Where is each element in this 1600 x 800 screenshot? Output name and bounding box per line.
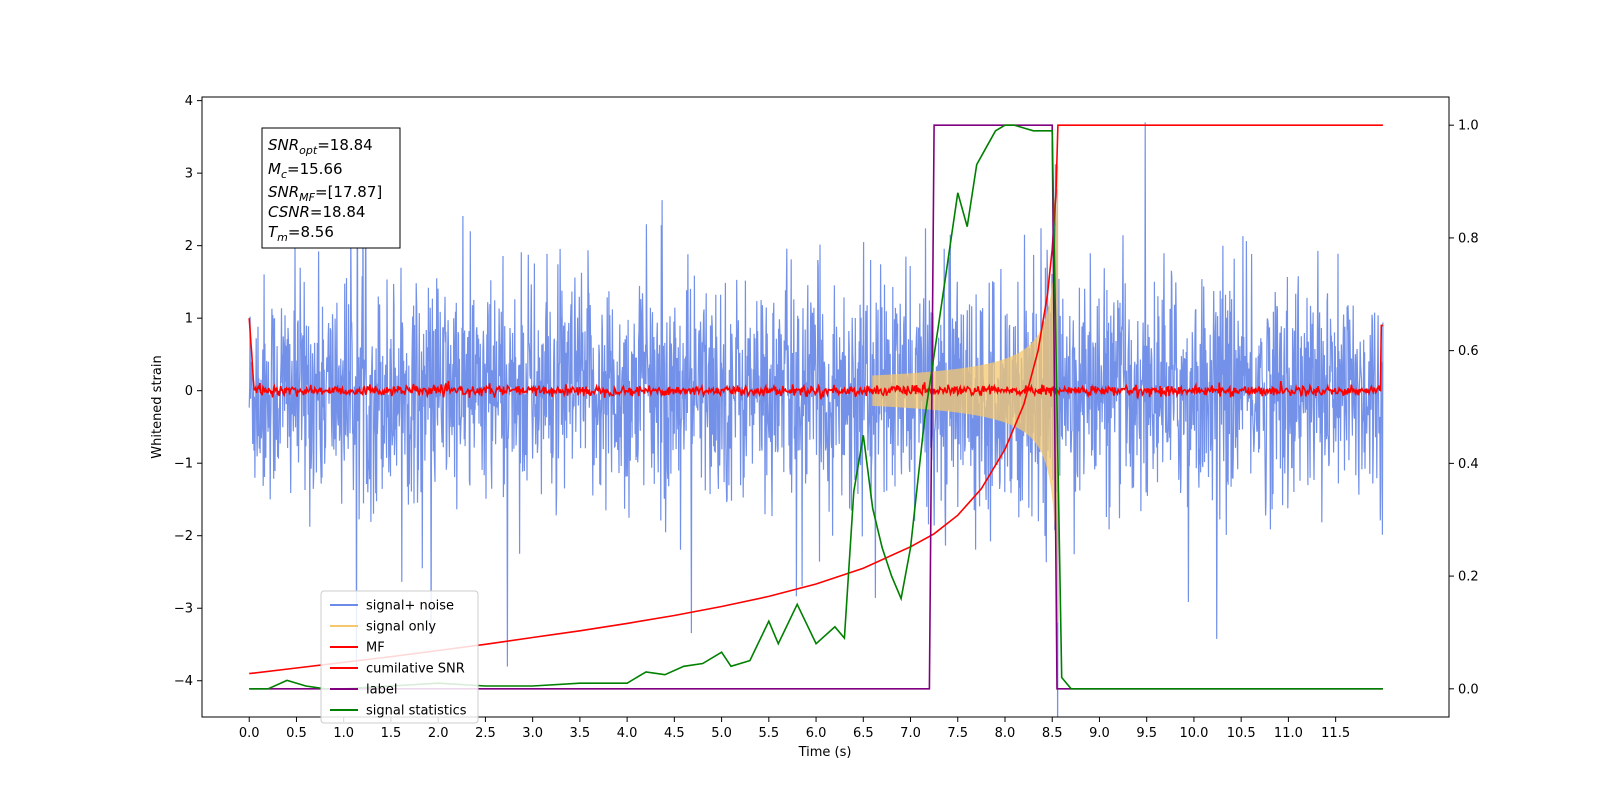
y-right-tick-label: 1.0 (1458, 119, 1479, 134)
y-right-tick-label: 0.2 (1458, 570, 1479, 585)
x-tick-label: 4.0 (617, 726, 638, 741)
x-tick-label: 9.5 (1136, 726, 1157, 741)
x-tick-label: 11.0 (1274, 726, 1303, 741)
annotation-csnr: CSNR=18.84 (268, 203, 365, 221)
x-tick-label: 5.0 (711, 726, 732, 741)
y-axis-right: 1.0 0.8 0.6 0.4 0.2 0.0 (1449, 119, 1479, 698)
y-axis-left: 4 3 2 1 0 −1 −2 −3 −4 (174, 94, 202, 689)
x-tick-label: 11.5 (1321, 726, 1350, 741)
y-left-tick-label: −3 (174, 602, 193, 617)
legend: signal+ noise signal only MF cumilative SNR… (321, 591, 478, 723)
legend-label: signal+ noise (366, 599, 454, 614)
x-tick-label: 10.0 (1179, 726, 1208, 741)
x-tick-label: 9.0 (1089, 726, 1110, 741)
x-tick-label: 6.0 (806, 726, 827, 741)
y-right-tick-label: 0.4 (1458, 457, 1479, 472)
legend-label: MF (366, 641, 385, 656)
x-tick-label: 0.0 (239, 726, 260, 741)
y-right-tick-label: 0.0 (1458, 682, 1479, 697)
y-left-tick-label: 4 (185, 94, 193, 109)
x-tick-label: 7.0 (900, 726, 921, 741)
legend-label: signal only (366, 620, 436, 635)
x-tick-label: 8.0 (995, 726, 1016, 741)
y-right-tick-label: 0.8 (1458, 231, 1479, 246)
series-signal-only (873, 166, 1058, 623)
x-tick-label: 8.5 (1042, 726, 1063, 741)
y-left-tick-label: 1 (185, 312, 193, 327)
y-left-tick-label: −4 (174, 674, 193, 689)
x-tick-label: 2.5 (475, 726, 496, 741)
y-left-tick-label: 3 (185, 167, 193, 182)
x-tick-label: 6.5 (853, 726, 874, 741)
x-tick-label: 3.0 (522, 726, 543, 741)
annotation-snr-opt: SNRopt=18.84 (268, 136, 373, 157)
annotation-mc: Mc=15.66 (268, 160, 343, 181)
x-tick-label: 7.5 (947, 726, 968, 741)
x-tick-label: 0.5 (286, 726, 307, 741)
x-tick-label: 1.0 (333, 726, 354, 741)
y-axis-label: Whitened strain (150, 355, 165, 458)
x-tick-label: 4.5 (664, 726, 685, 741)
x-tick-label: 10.5 (1227, 726, 1256, 741)
legend-label: cumilative SNR (366, 662, 465, 677)
y-left-tick-label: 2 (185, 239, 193, 254)
x-tick-label: 3.5 (570, 726, 591, 741)
y-right-tick-label: 0.6 (1458, 344, 1479, 359)
y-left-tick-label: −2 (174, 529, 193, 544)
annotation-snr-mf: SNRMF=[17.87] (268, 183, 382, 204)
legend-label: label (366, 683, 397, 698)
x-axis-label: Time (s) (798, 745, 852, 760)
x-tick-label: 5.5 (758, 726, 779, 741)
x-tick-label: 2.0 (428, 726, 449, 741)
y-left-tick-label: 0 (185, 384, 193, 399)
y-left-tick-label: −1 (174, 457, 193, 472)
legend-label: signal statistics (366, 704, 467, 719)
annotation-box: SNRopt=18.84 Mc=15.66 SNRMF=[17.87] CSNR… (262, 128, 400, 248)
x-tick-label: 1.5 (381, 726, 402, 741)
